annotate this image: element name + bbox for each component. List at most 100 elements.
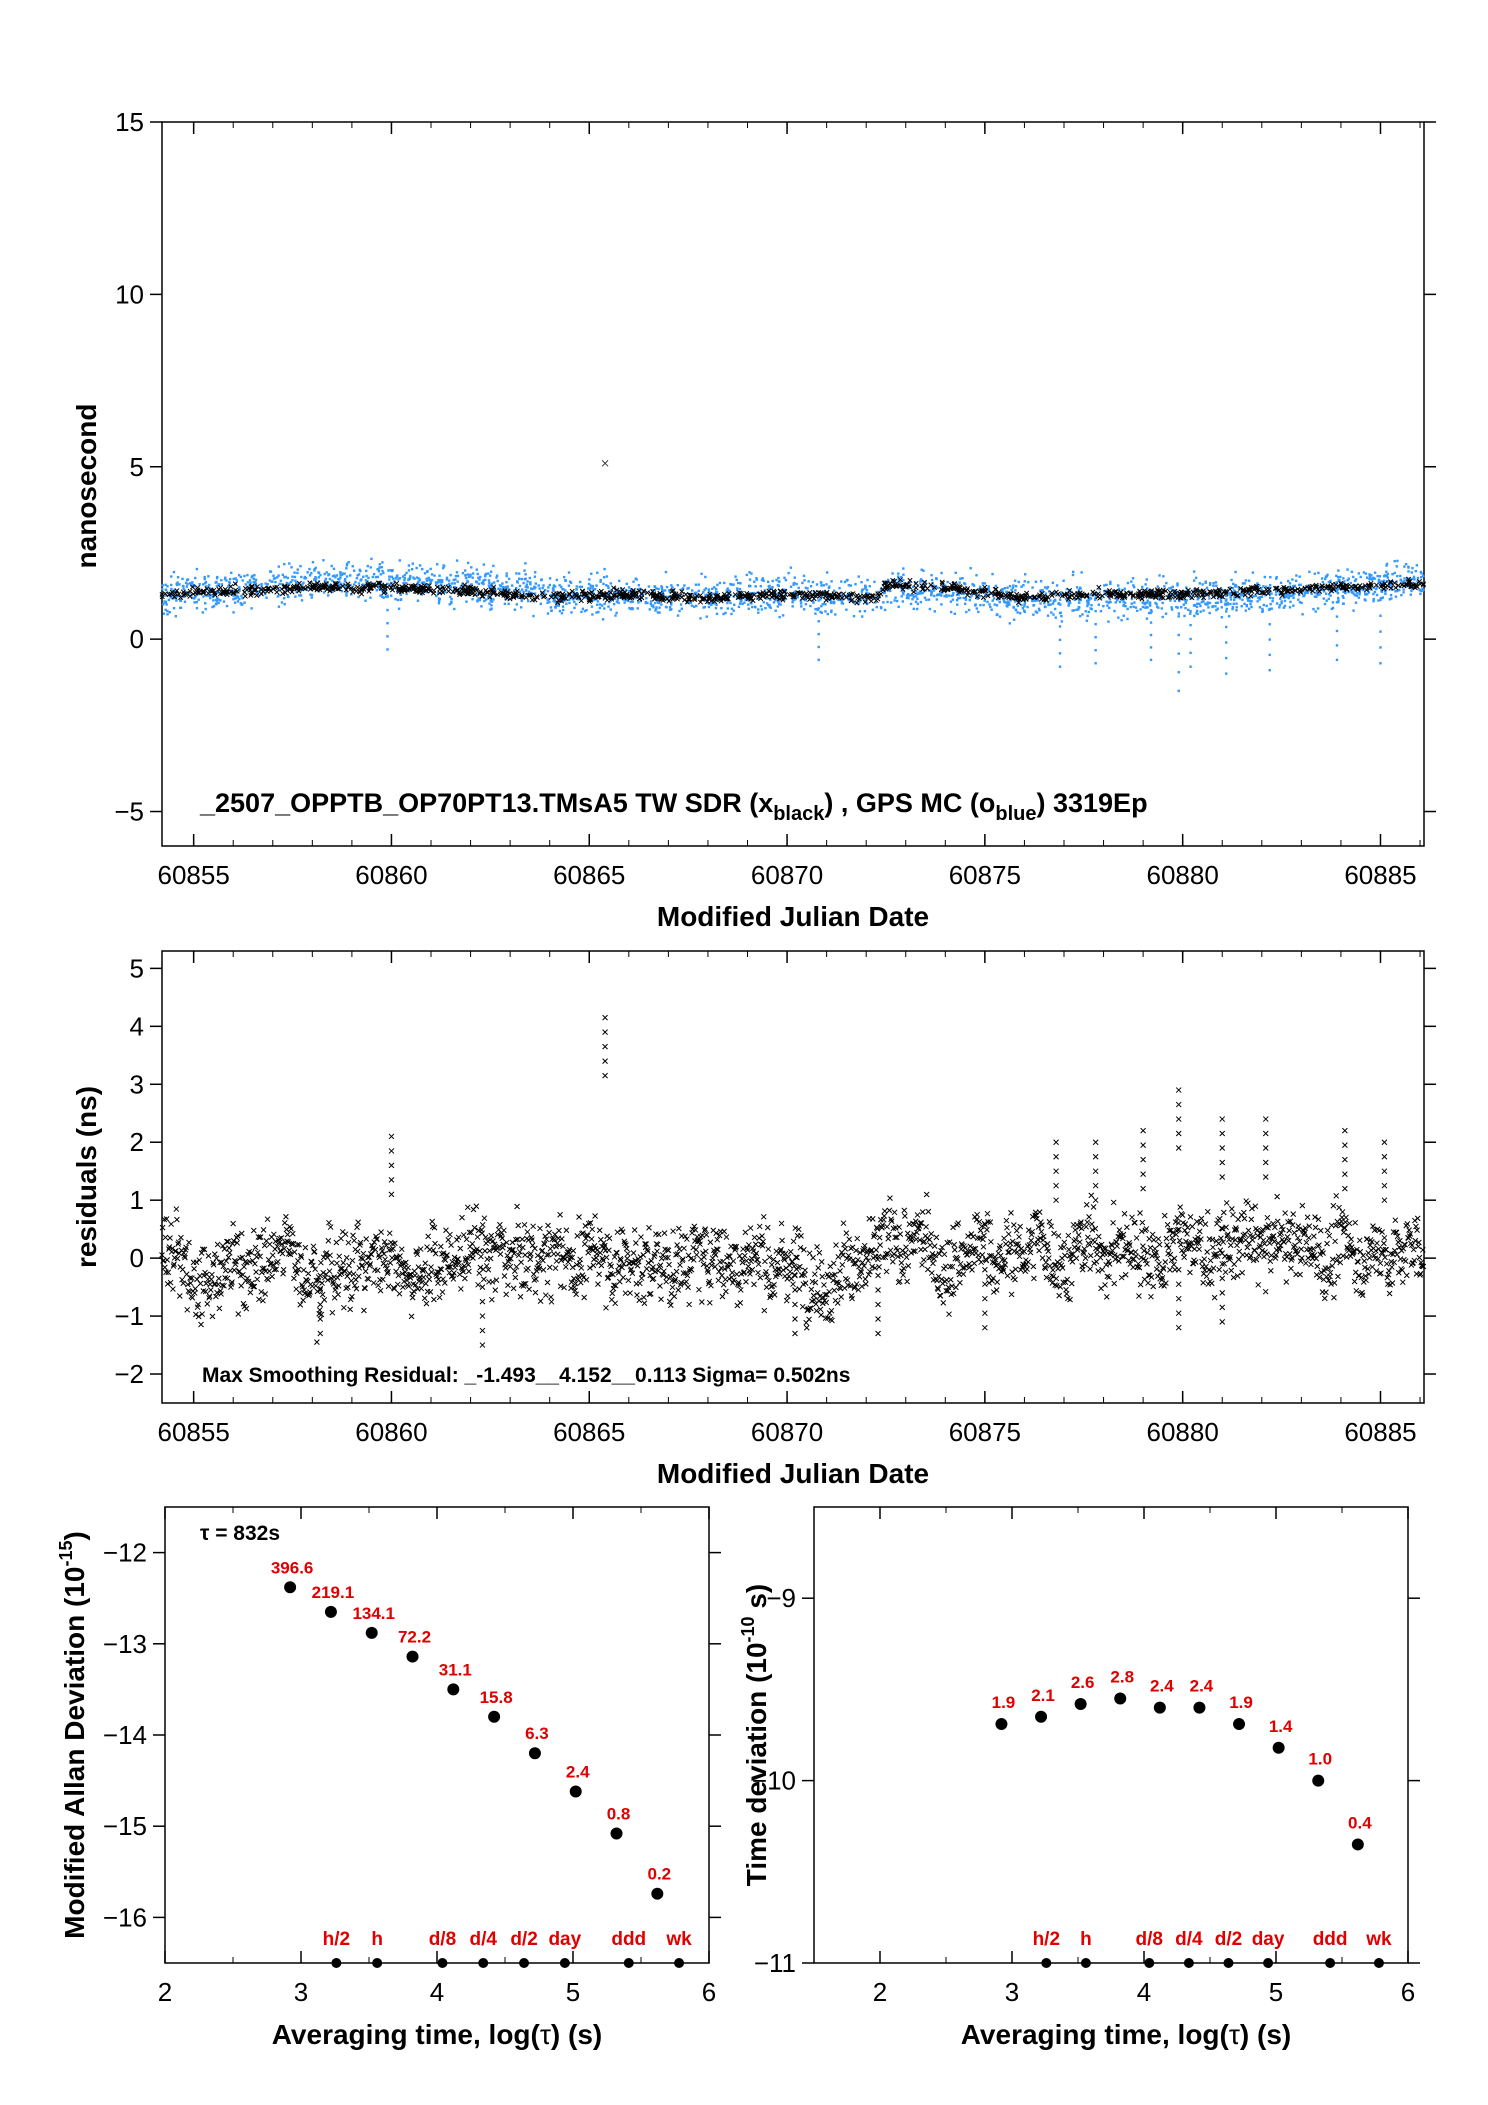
gps-mc-point	[824, 610, 827, 613]
gps-mc-point	[657, 587, 660, 591]
gps-mc-point	[902, 590, 905, 593]
gps-mc-point	[820, 584, 823, 587]
gps-mc-point	[652, 606, 655, 609]
gps-mc-point	[291, 575, 294, 578]
gps-mc-point	[1035, 599, 1039, 602]
gps-mc-point	[1012, 605, 1015, 609]
gps-mc-point	[914, 595, 918, 598]
gps-mc-point	[1370, 574, 1373, 577]
residual-point	[298, 1254, 305, 1261]
gps-mc-point	[903, 582, 907, 585]
gps-mc-point	[1354, 601, 1358, 604]
gps-mc-point	[1245, 603, 1249, 607]
gps-mc-point	[587, 582, 591, 586]
gps-mc-point	[826, 598, 829, 602]
gps-mc-point	[283, 576, 286, 579]
gps-mc-point	[349, 583, 352, 587]
residual-point	[638, 1234, 644, 1240]
gps-mc-point	[596, 603, 599, 607]
gps-mc-point	[238, 597, 241, 601]
gps-mc-point	[546, 598, 549, 602]
tw-sdr-point	[174, 588, 180, 594]
gps-mc-point	[455, 571, 459, 574]
gps-mc-point	[1041, 589, 1044, 592]
gps-mc-point	[1391, 573, 1394, 576]
residual-point	[305, 1292, 312, 1299]
gps-mc-point	[323, 572, 326, 576]
gps-mc-point	[1354, 578, 1358, 581]
y-tick-label: 15	[115, 107, 144, 137]
gps-mc-point	[935, 598, 939, 601]
gps-mc-point	[792, 583, 795, 586]
gps-mc-point	[852, 614, 856, 618]
residual-point	[317, 1285, 324, 1292]
tw-sdr-point	[274, 589, 280, 595]
gps-mc-point	[377, 587, 381, 590]
gps-mc-point	[235, 596, 238, 600]
gps-mc-point	[477, 582, 481, 586]
gps-mc-point	[515, 572, 518, 575]
gps-mc-point	[900, 575, 903, 579]
gps-mc-point	[574, 603, 578, 606]
gps-mc-point	[496, 579, 499, 583]
gps-mc-point	[821, 590, 824, 594]
gps-mc-point	[1274, 590, 1278, 593]
tw-sdr-point	[1319, 585, 1325, 591]
residual-point	[532, 1245, 538, 1252]
gps-mc-point	[379, 588, 383, 591]
gps-mc-point	[585, 596, 588, 600]
gps-mc-point	[799, 602, 803, 605]
residual-point	[457, 1245, 464, 1252]
gps-mc-point	[1421, 574, 1425, 578]
gps-mc-point	[490, 600, 494, 603]
gps-mc-point	[1373, 577, 1376, 580]
tw-sdr-point	[1099, 593, 1105, 599]
residual-point	[359, 1255, 366, 1262]
gps-mc-point	[650, 604, 654, 608]
gps-mc-point	[426, 569, 429, 573]
gps-mc-point	[256, 591, 259, 595]
tw-sdr-point	[1130, 592, 1136, 598]
gps-mc-dip-point	[1177, 615, 1180, 618]
gps-mc-point	[730, 583, 733, 586]
gps-mc-point	[1282, 606, 1286, 609]
residual-point	[425, 1233, 432, 1240]
gps-mc-point	[284, 590, 287, 593]
residual-point	[573, 1291, 580, 1298]
gps-mc-point	[311, 560, 315, 564]
gps-mc-point	[705, 615, 709, 618]
gps-mc-point	[591, 586, 594, 589]
tw-sdr-point	[854, 592, 860, 598]
gps-mc-point	[738, 602, 742, 605]
gps-mc-point	[225, 604, 229, 608]
gps-mc-point	[901, 600, 905, 603]
gps-mc-point	[1017, 580, 1020, 584]
gps-mc-point	[777, 602, 781, 606]
residual-point	[429, 1218, 436, 1225]
residual-point	[329, 1309, 336, 1316]
gps-mc-point	[1382, 579, 1386, 583]
residual-point	[305, 1270, 312, 1277]
gps-mc-point	[606, 585, 610, 588]
gps-mc-point	[340, 590, 344, 593]
gps-mc-point	[1208, 581, 1212, 585]
gps-mc-point	[464, 573, 467, 577]
gps-mc-point	[845, 579, 848, 582]
residual-point	[636, 1280, 643, 1287]
residual-point	[340, 1259, 347, 1266]
gps-mc-point	[305, 587, 309, 591]
residual-point	[178, 1234, 184, 1241]
gps-mc-point	[910, 594, 914, 597]
gps-mc-point	[1337, 578, 1340, 582]
gps-mc-dip-point	[1149, 621, 1153, 624]
gps-mc-point	[1116, 584, 1120, 587]
residual-point	[208, 1276, 215, 1283]
gps-mc-point	[615, 611, 618, 615]
gps-mc-point	[518, 584, 522, 588]
gps-mc-point	[779, 603, 782, 606]
residual-point	[654, 1248, 660, 1255]
mid-data-points	[159, 1014, 1427, 1348]
gps-mc-point	[769, 606, 772, 610]
gps-mc-point	[504, 585, 508, 589]
